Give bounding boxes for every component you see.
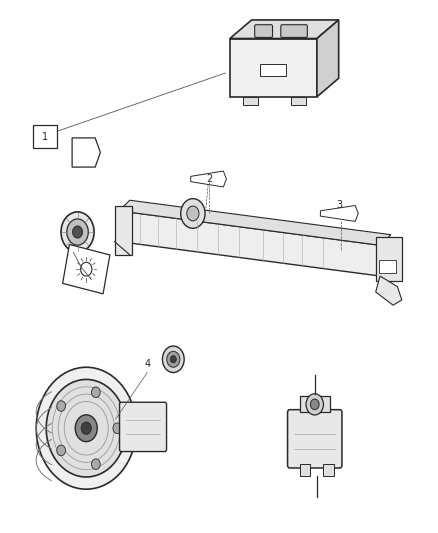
Bar (291, 97, 306, 105)
Polygon shape (230, 20, 339, 38)
Text: 4: 4 (145, 359, 151, 369)
Circle shape (181, 199, 205, 228)
Circle shape (75, 415, 97, 442)
Bar (33, 125, 57, 148)
Circle shape (92, 387, 100, 398)
Circle shape (187, 206, 199, 221)
Bar (260, 64, 286, 76)
Circle shape (113, 423, 122, 433)
Bar (323, 464, 334, 476)
Text: 3: 3 (336, 200, 343, 210)
Polygon shape (230, 38, 317, 97)
Circle shape (46, 379, 126, 477)
Polygon shape (63, 245, 110, 294)
Circle shape (57, 445, 66, 456)
Polygon shape (115, 206, 132, 255)
Circle shape (61, 212, 94, 252)
Text: 2: 2 (206, 174, 212, 184)
Circle shape (306, 394, 323, 415)
Polygon shape (317, 20, 339, 97)
Circle shape (167, 351, 180, 367)
Polygon shape (72, 138, 100, 167)
Polygon shape (321, 206, 358, 221)
Bar (243, 97, 258, 105)
Circle shape (311, 399, 319, 410)
Circle shape (67, 219, 88, 245)
Circle shape (57, 401, 66, 411)
Polygon shape (119, 211, 380, 276)
FancyBboxPatch shape (120, 402, 166, 451)
FancyBboxPatch shape (281, 25, 307, 37)
Circle shape (36, 367, 136, 489)
Polygon shape (119, 200, 391, 245)
Circle shape (73, 226, 82, 238)
Bar (376, 237, 402, 281)
Circle shape (92, 459, 100, 470)
Text: 1: 1 (42, 132, 48, 142)
Circle shape (162, 346, 184, 373)
Polygon shape (376, 276, 402, 305)
Circle shape (170, 356, 177, 363)
FancyBboxPatch shape (288, 410, 342, 468)
Bar (300, 397, 330, 413)
Bar (379, 260, 396, 273)
Circle shape (81, 422, 91, 434)
Bar (300, 464, 311, 476)
FancyBboxPatch shape (254, 25, 272, 37)
Polygon shape (191, 171, 226, 187)
